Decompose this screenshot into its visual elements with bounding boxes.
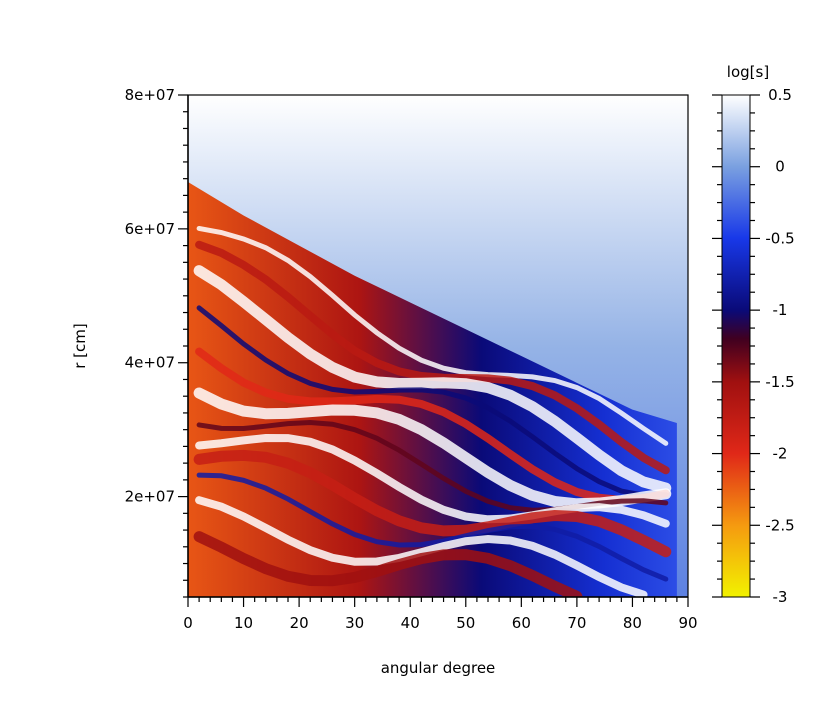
x-tick-label: 90 bbox=[678, 614, 697, 632]
colorbar-ticks: 0.5 0 -0.5 -1 -1.5 -2 -2.5 -3 bbox=[712, 86, 795, 606]
heatmap-plot bbox=[188, 95, 688, 597]
colorbar-tick-label: -1 bbox=[773, 301, 788, 319]
x-tick-label: 0 bbox=[183, 614, 193, 632]
colorbar-scale bbox=[721, 94, 751, 598]
heatmap-streak bbox=[195, 347, 670, 504]
x-axis: 0 10 20 30 40 50 60 70 80 90 bbox=[183, 596, 698, 632]
heatmap-streak bbox=[196, 225, 669, 446]
colorbar-tick-label: -3 bbox=[773, 588, 788, 606]
x-tick-label: 50 bbox=[456, 614, 475, 632]
y-tick-label: 2e+07 bbox=[125, 488, 175, 506]
colorbar-tick-label: -1.5 bbox=[765, 373, 794, 391]
y-axis: 2e+07 4e+07 6e+07 8e+07 bbox=[125, 86, 189, 598]
colorbar-tick-label: 0 bbox=[775, 158, 785, 176]
x-tick-label: 30 bbox=[345, 614, 364, 632]
x-tick-label: 10 bbox=[234, 614, 253, 632]
heatmap-streak bbox=[195, 240, 670, 475]
heatmap-streak bbox=[193, 531, 583, 597]
heatmap-streak bbox=[193, 449, 672, 558]
colorbar: 0.5 0 -0.5 -1 -1.5 -2 -2.5 -3 log[s] bbox=[712, 63, 795, 606]
x-axis-title: angular degree bbox=[381, 659, 496, 677]
colorbar-tick-label: 0.5 bbox=[768, 86, 792, 104]
y-axis-title: r [cm] bbox=[71, 323, 89, 369]
heatmap-streak bbox=[196, 472, 669, 582]
colorbar-title: log[s] bbox=[727, 63, 769, 81]
heatmap-streak bbox=[195, 433, 670, 528]
y-tick-label: 8e+07 bbox=[125, 86, 175, 104]
x-tick-label: 20 bbox=[290, 614, 309, 632]
x-tick-label: 70 bbox=[567, 614, 586, 632]
x-tick-label: 60 bbox=[512, 614, 531, 632]
colorbar-tick-label: -2 bbox=[773, 445, 788, 463]
heatmap-streak bbox=[196, 305, 669, 498]
heatmap-streak bbox=[195, 496, 648, 597]
y-tick-label: 4e+07 bbox=[125, 354, 175, 372]
colorbar-tick-label: -0.5 bbox=[765, 229, 794, 247]
x-tick-label: 40 bbox=[401, 614, 420, 632]
y-tick-label: 6e+07 bbox=[125, 220, 175, 238]
heatmap-streak bbox=[193, 265, 672, 494]
colorbar-tick-label: -2.5 bbox=[765, 516, 794, 534]
heatmap-streaks bbox=[193, 225, 672, 597]
x-tick-label: 80 bbox=[623, 614, 642, 632]
